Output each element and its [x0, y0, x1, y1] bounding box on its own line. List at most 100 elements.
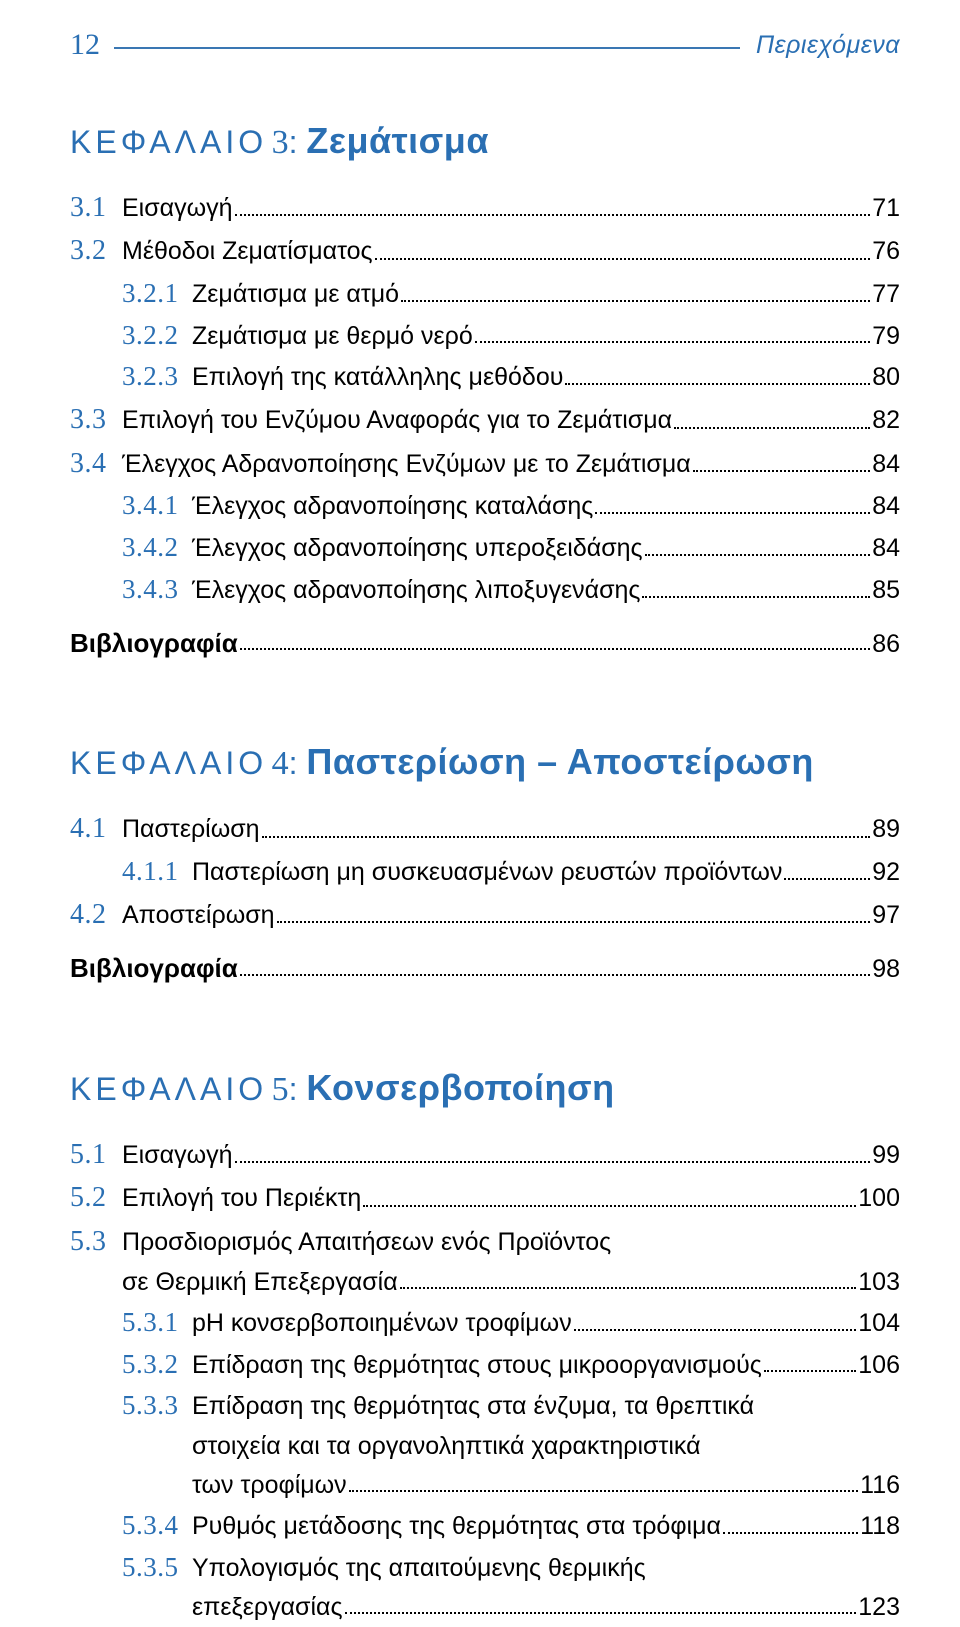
entry-page: 84: [872, 445, 900, 484]
leader-dots: [475, 340, 870, 343]
entry-number: 5.3.4: [122, 1505, 192, 1547]
toc-entry: 3.1 Εισαγωγή 71: [70, 186, 900, 229]
leader-dots: [723, 1531, 858, 1534]
toc-entry: 5.1 Εισαγωγή 99: [70, 1133, 900, 1176]
entry-page: 103: [858, 1263, 900, 1302]
chapter-number: 4: [272, 745, 289, 782]
toc-entry: 4.1 Παστερίωση 89: [70, 807, 900, 850]
chapter-number: 3: [272, 124, 289, 161]
leader-dots: [693, 469, 870, 472]
leader-dots: [235, 1160, 871, 1163]
toc-entry: 5.3.5 Υπολογισμός της απαιτούμενης θερμι…: [70, 1547, 900, 1589]
entry-page: 84: [872, 529, 900, 568]
chapter-name: Κονσερβοποίηση: [306, 1067, 614, 1108]
chapter-number: 5: [272, 1071, 289, 1108]
entry-label: Παστερίωση μη συσκευασμένων ρευστών προϊ…: [192, 853, 782, 892]
page: 12 Περιεχόμενα ΚΕΦΑΛΑΙΟ 3: Ζεμάτισμα 3.1…: [0, 0, 960, 1599]
entry-page: 99: [872, 1136, 900, 1175]
entry-page: 79: [872, 317, 900, 356]
toc-entry-wrap: επεξεργασίας 123: [70, 1588, 900, 1627]
entry-page: 71: [872, 189, 900, 228]
chapter-label: ΚΕΦΑΛΑΙΟ: [70, 124, 267, 160]
entry-number: 5.3.5: [122, 1547, 192, 1589]
entry-page: 106: [858, 1346, 900, 1385]
entry-label: Επιλογή του Ενζύμου Αναφοράς για το Ζεμά…: [122, 401, 672, 440]
entry-label: Επιλογή της κατάλληλης μεθόδου: [192, 358, 563, 397]
entry-page: 118: [860, 1507, 900, 1546]
chapter-label: ΚΕΦΑΛΑΙΟ: [70, 745, 267, 781]
entry-page: 123: [858, 1588, 900, 1627]
leader-dots: [277, 920, 871, 923]
entry-number: 5.1: [70, 1133, 122, 1176]
leader-dots: [574, 1328, 857, 1331]
toc-entry-wrap: στοιχεία και τα οργανοληπτικά χαρακτηρισ…: [70, 1427, 900, 1466]
entry-label: Αποστείρωση: [122, 896, 275, 935]
toc-entry: 5.3.2 Επίδραση της θερμότητας στους μικρ…: [70, 1344, 900, 1386]
entry-number: 4.1.1: [122, 851, 192, 893]
toc-entry: 3.4.2 Έλεγχος αδρανοποίησης υπεροξειδάση…: [70, 527, 900, 569]
entry-label: Υπολογισμός της απαιτούμενης θερμικής: [192, 1549, 646, 1588]
entry-label: Έλεγχος αδρανοποίησης λιποξυγενάσης: [192, 571, 640, 610]
toc-entry: 5.3.1 pH κονσερβοποιημένων τροφίμων 104: [70, 1302, 900, 1344]
entry-page: 80: [872, 358, 900, 397]
chapter-3-title: ΚΕΦΑΛΑΙΟ 3: Ζεμάτισμα: [70, 120, 900, 162]
entry-label: επεξεργασίας: [192, 1588, 343, 1627]
toc-entry: 3.4 Έλεγχος Αδρανοποίησης Ενζύμων με το …: [70, 442, 900, 485]
toc-entry: 4.2 Αποστείρωση 97: [70, 893, 900, 936]
entry-page: 116: [860, 1466, 900, 1505]
entry-page: 84: [872, 487, 900, 526]
chapter-name: Παστερίωση – Αποστείρωση: [306, 741, 814, 782]
entry-page: 82: [872, 401, 900, 440]
entry-label: στοιχεία και τα οργανοληπτικά χαρακτηρισ…: [192, 1427, 701, 1466]
entry-number: 5.3.2: [122, 1344, 192, 1386]
leader-dots: [674, 426, 870, 429]
bibliography-entry: Βιβλιογραφία 98: [70, 948, 900, 989]
toc-entry-wrap: των τροφίμων 116: [70, 1466, 900, 1505]
entry-label: σε Θερμική Επεξεργασία: [122, 1263, 398, 1302]
bibliography-label: Βιβλιογραφία: [70, 948, 238, 988]
bibliography-entry: Βιβλιογραφία 86: [70, 623, 900, 664]
entry-label: Επιλογή του Περιέκτη: [122, 1179, 361, 1218]
entry-number: 5.3: [70, 1220, 122, 1263]
leader-dots: [784, 877, 870, 880]
chapter-label: ΚΕΦΑΛΑΙΟ: [70, 1071, 267, 1107]
entry-number: 3.4.2: [122, 527, 192, 569]
leader-dots: [401, 299, 870, 302]
entry-page: 89: [872, 810, 900, 849]
entry-label: Προσδιορισμός Απαιτήσεων ενός Προϊόντος: [122, 1223, 611, 1262]
bibliography-label: Βιβλιογραφία: [70, 623, 238, 663]
toc-entry: 3.2.3 Επιλογή της κατάλληλης μεθόδου 80: [70, 356, 900, 398]
entry-number: 3.1: [70, 186, 122, 229]
entry-number: 3.4.1: [122, 485, 192, 527]
entry-number: 4.2: [70, 893, 122, 936]
toc-entry: 3.2.2 Ζεμάτισμα με θερμό νερό 79: [70, 315, 900, 357]
toc-entry: 4.1.1 Παστερίωση μη συσκευασμένων ρευστώ…: [70, 851, 900, 893]
page-number: 12: [70, 28, 100, 62]
leader-dots: [595, 511, 870, 514]
leader-dots: [375, 257, 871, 260]
entry-page: 77: [872, 275, 900, 314]
toc-entry: 5.3 Προσδιορισμός Απαιτήσεων ενός Προϊόν…: [70, 1220, 900, 1263]
page-header: 12 Περιεχόμενα: [70, 28, 900, 62]
toc-entry: 5.3.3 Επίδραση της θερμότητας στα ένζυμα…: [70, 1385, 900, 1427]
entry-page: 92: [872, 853, 900, 892]
entry-label: Έλεγχος Αδρανοποίησης Ενζύμων με το Ζεμά…: [122, 445, 691, 484]
toc-entry: 5.3.4 Ρυθμός μετάδοσης της θερμότητας στ…: [70, 1505, 900, 1547]
entry-page: 97: [872, 896, 900, 935]
leader-dots: [345, 1611, 857, 1614]
toc-entry: 3.4.1 Έλεγχος αδρανοποίησης καταλάσης 84: [70, 485, 900, 527]
entry-label: Ζεμάτισμα με ατμό: [192, 275, 399, 314]
entry-page: 85: [872, 571, 900, 610]
entry-label: Εισαγωγή: [122, 1136, 233, 1175]
leader-dots: [240, 973, 870, 976]
leader-dots: [363, 1204, 856, 1207]
entry-page: 98: [872, 950, 900, 989]
entry-number: 3.4: [70, 442, 122, 485]
leader-dots: [400, 1286, 857, 1289]
toc-entry-wrap: σε Θερμική Επεξεργασία 103: [70, 1263, 900, 1302]
toc-entry: 3.2.1 Ζεμάτισμα με ατμό 77: [70, 273, 900, 315]
leader-dots: [240, 647, 870, 650]
toc-entry: 3.4.3 Έλεγχος αδρανοποίησης λιποξυγενάση…: [70, 569, 900, 611]
entry-label: pH κονσερβοποιημένων τροφίμων: [192, 1304, 572, 1343]
entry-label: των τροφίμων: [192, 1466, 347, 1505]
